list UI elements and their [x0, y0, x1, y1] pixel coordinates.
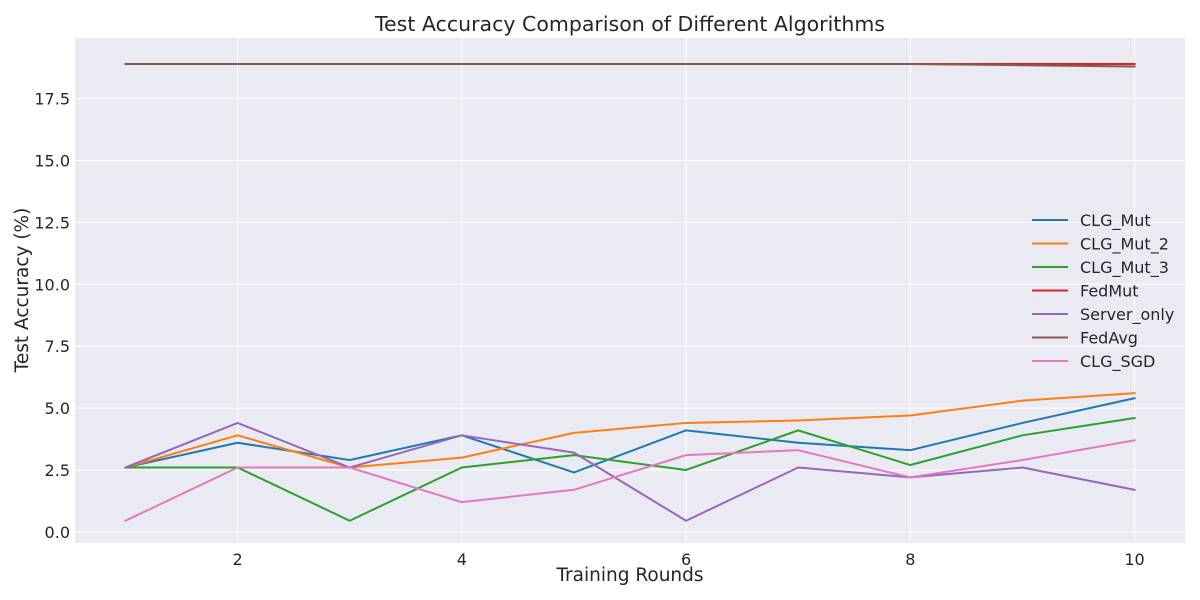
plot-area — [75, 38, 1185, 543]
legend-label-clg-mut: CLG_Mut — [1080, 211, 1151, 231]
y-tick-label-7: 17.5 — [34, 90, 70, 109]
y-axis-label: Test Accuracy (%) — [12, 208, 33, 374]
x-axis-label: Training Rounds — [555, 565, 703, 586]
series-line-clg-sgd — [124, 439, 1136, 523]
y-tick-label-6: 15.0 — [34, 152, 70, 171]
x-tick-label-3: 8 — [905, 550, 915, 569]
legend-label-server-only: Server_only — [1080, 305, 1174, 325]
y-tick-label-1: 2.5 — [45, 461, 70, 480]
y-tick-label-4: 10.0 — [34, 275, 70, 294]
x-tick-label-1: 4 — [457, 550, 467, 569]
legend: CLG_Mut CLG_Mut_2 CLG_Mut_3 FedMut Server_on… — [1032, 211, 1174, 372]
y-tick-label-3: 7.5 — [45, 337, 70, 356]
series-line-clg-mut-2 — [124, 392, 1136, 469]
x-tick-label-2: 6 — [681, 550, 691, 569]
chart-title: Test Accuracy Comparison of Different Al… — [374, 12, 885, 36]
legend-label-clg-mut-2: CLG_Mut_2 — [1080, 235, 1169, 255]
y-tick-label-2: 5.0 — [45, 399, 70, 418]
y-tick-label-0: 0.0 — [45, 523, 70, 542]
legend-label-fedmut: FedMut — [1080, 282, 1139, 301]
series-line-clg-mut-3 — [124, 416, 1136, 522]
x-axis-ticks: 2 4 6 8 10 — [232, 550, 1144, 569]
legend-label-clg-mut-3: CLG_Mut_3 — [1080, 258, 1169, 278]
y-tick-label-5: 12.5 — [34, 213, 70, 232]
y-axis-ticks: 0.0 2.5 5.0 7.5 10.0 12.5 15.0 17.5 — [34, 90, 70, 542]
x-tick-label-0: 2 — [232, 550, 242, 569]
legend-label-clg-sgd: CLG_SGD — [1080, 352, 1155, 372]
series-line-fedavg — [124, 62, 1136, 68]
x-tick-label-4: 10 — [1124, 550, 1144, 569]
series-lines — [124, 62, 1136, 523]
legend-label-fedavg: FedAvg — [1080, 329, 1138, 348]
series-line-server-only — [124, 421, 1136, 522]
